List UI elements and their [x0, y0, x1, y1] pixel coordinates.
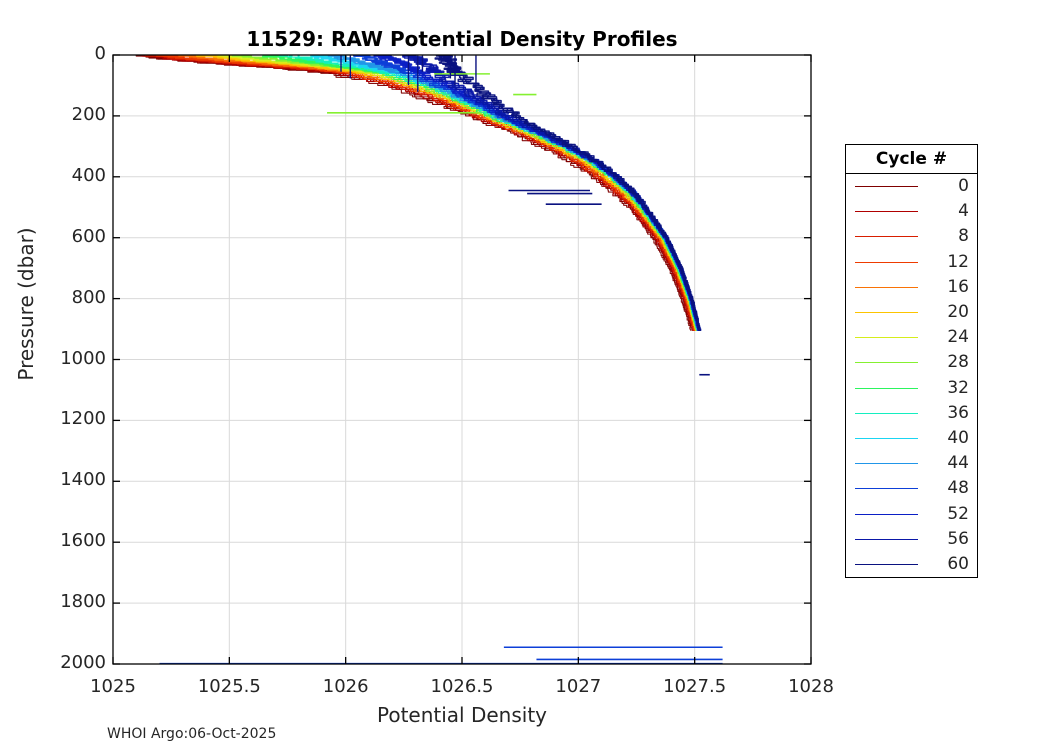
y-axis-tick-label: 400: [71, 164, 106, 186]
y-axis-tick-label: 1000: [60, 347, 106, 369]
x-axis-tick-label: 1027.5: [663, 676, 727, 697]
legend-color-swatch: [855, 362, 918, 364]
legend-item-label: 44: [947, 453, 969, 474]
profile-line: [297, 55, 700, 331]
legend-item-list: 0 4 8 12 16 20 24 28 32 36 40 44 48 52 56 60: [846, 174, 977, 577]
legend-item-label: 48: [947, 478, 969, 499]
legend-item[interactable]: 40: [846, 426, 977, 451]
legend-color-swatch: [855, 387, 918, 389]
legend-item-label: 16: [947, 276, 969, 297]
profile-line: [353, 55, 700, 331]
legend: Cycle # 0 4 8 12 16 20 24 28 32 36 40 44 48 52 56 60: [845, 144, 978, 578]
y-axis-tick-label: 200: [71, 103, 106, 125]
legend-item[interactable]: 4: [846, 199, 977, 224]
legend-item-label: 12: [947, 251, 969, 272]
legend-item-label: 32: [947, 377, 969, 398]
y-axis-tick-label: 1600: [60, 530, 106, 552]
legend-item[interactable]: 28: [846, 350, 977, 375]
gridlines: [113, 55, 811, 664]
y-axis-tick-label: 800: [71, 286, 106, 308]
legend-item-label: 40: [947, 427, 969, 448]
x-axis-label: Potential Density: [376, 703, 547, 727]
legend-color-swatch: [855, 488, 918, 490]
legend-color-swatch: [855, 463, 918, 465]
y-axis-tick-label: 1400: [60, 469, 106, 491]
legend-item-label: 20: [947, 302, 969, 323]
x-axis-tick-label: 1028: [788, 676, 834, 697]
legend-item[interactable]: 36: [846, 401, 977, 426]
y-axis-label: Pressure (dbar): [14, 227, 38, 381]
legend-item-label: 4: [958, 201, 969, 222]
legend-color-swatch: [855, 337, 918, 339]
profile-line: [310, 55, 701, 331]
legend-item[interactable]: 20: [846, 300, 977, 325]
legend-item-label: 28: [947, 352, 969, 373]
legend-item[interactable]: 12: [846, 250, 977, 275]
profile-curves: [135, 55, 702, 331]
legend-item[interactable]: 56: [846, 527, 977, 552]
legend-color-swatch: [855, 538, 918, 540]
legend-item[interactable]: 16: [846, 275, 977, 300]
legend-item-label: 0: [958, 176, 969, 197]
axis-frame: [112, 54, 812, 665]
profile-line: [297, 55, 701, 331]
legend-item[interactable]: 24: [846, 325, 977, 350]
legend-color-swatch: [855, 261, 918, 263]
legend-item[interactable]: 0: [846, 174, 977, 199]
legend-item-label: 8: [958, 226, 969, 247]
profile-line: [184, 55, 696, 331]
profile-line: [311, 55, 700, 331]
legend-item[interactable]: 8: [846, 224, 977, 249]
profile-line: [331, 55, 700, 331]
legend-item-label: 56: [947, 528, 969, 549]
profile-line: [353, 55, 701, 331]
legend-item[interactable]: 48: [846, 476, 977, 501]
y-axis-tick-label: 600: [71, 225, 106, 247]
y-axis-tick-label: 1200: [60, 408, 106, 430]
profile-line: [438, 55, 701, 331]
profile-line: [353, 55, 699, 331]
x-axis-tick-label: 1026.5: [430, 676, 494, 697]
x-axis-tick-label: 1027: [555, 676, 602, 697]
legend-color-swatch: [855, 286, 918, 288]
x-axis-tick-label: 1025.5: [197, 676, 261, 697]
legend-item-label: 52: [947, 503, 969, 524]
profile-line: [438, 55, 701, 331]
legend-item[interactable]: 44: [846, 451, 977, 476]
legend-item-label: 60: [947, 553, 969, 574]
figure-footer-credit: WHOI Argo:06-Oct-2025: [107, 726, 277, 742]
profile-line: [335, 55, 701, 331]
legend-color-swatch: [855, 186, 918, 188]
profile-line: [316, 55, 699, 331]
chart-title: 11529: RAW Potential Density Profiles: [246, 27, 678, 51]
x-axis-tick-label: 1025: [90, 676, 136, 697]
y-axis-tick-label: 0: [94, 43, 106, 64]
legend-item-label: 24: [947, 327, 969, 348]
legend-item-label: 36: [947, 402, 969, 423]
y-axis-tick-label: 1800: [60, 591, 106, 613]
legend-color-swatch: [855, 437, 918, 439]
legend-color-swatch: [855, 412, 918, 414]
legend-item[interactable]: 60: [846, 552, 977, 577]
legend-color-swatch: [855, 312, 918, 314]
legend-color-swatch: [855, 211, 918, 213]
legend-color-swatch: [855, 513, 918, 515]
legend-color-swatch: [855, 563, 918, 565]
profile-line: [327, 55, 700, 331]
profile-line: [333, 55, 698, 331]
y-axis-tick-label: 2000: [60, 652, 106, 673]
profile-line: [135, 55, 693, 331]
legend-item[interactable]: 32: [846, 376, 977, 401]
x-axis-tick-label: 1026: [322, 676, 369, 697]
legend-title: Cycle #: [846, 145, 977, 174]
profile-line: [313, 55, 699, 331]
legend-color-swatch: [855, 236, 918, 238]
legend-item[interactable]: 52: [846, 502, 977, 527]
